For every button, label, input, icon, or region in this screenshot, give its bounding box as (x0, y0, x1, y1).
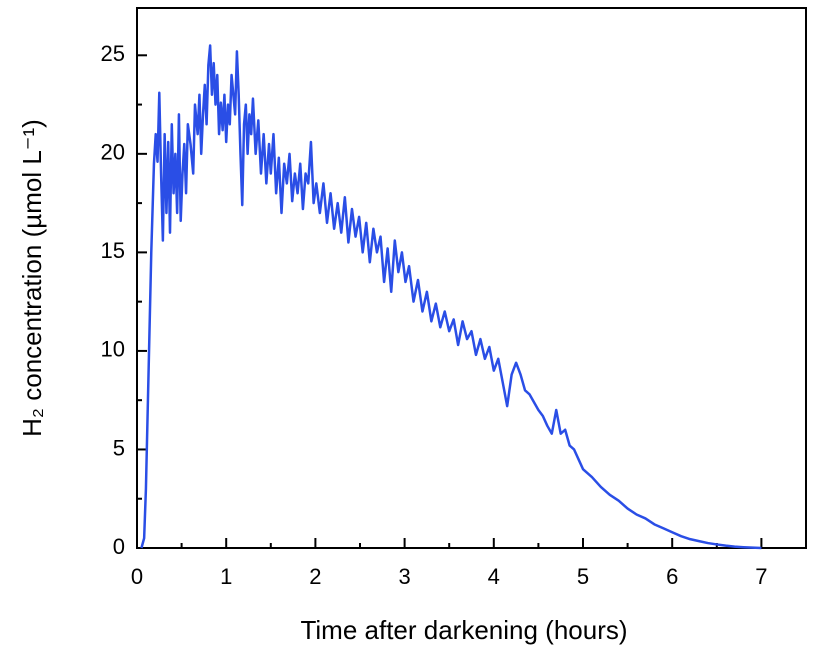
x-tick-label: 0 (131, 564, 143, 589)
x-tick-label: 2 (309, 564, 321, 589)
x-tick-label: 6 (666, 564, 678, 589)
data-line (140, 44, 762, 550)
y-tick-label: 25 (101, 41, 125, 66)
y-tick-label: 10 (101, 337, 125, 362)
x-axis-label: Time after darkening (hours) (300, 615, 627, 645)
y-tick-label: 0 (113, 534, 125, 559)
x-tick-label: 4 (488, 564, 500, 589)
x-tick-label: 1 (220, 564, 232, 589)
y-tick-label: 15 (101, 238, 125, 263)
y-axis-label: H₂ concentration (µmol L⁻¹) (17, 119, 47, 437)
x-tick-label: 7 (755, 564, 767, 589)
x-tick-label: 5 (577, 564, 589, 589)
plot-frame (136, 7, 807, 549)
y-tick-label: 20 (101, 140, 125, 165)
y-tick-label: 5 (113, 435, 125, 460)
x-tick-label: 3 (398, 564, 410, 589)
